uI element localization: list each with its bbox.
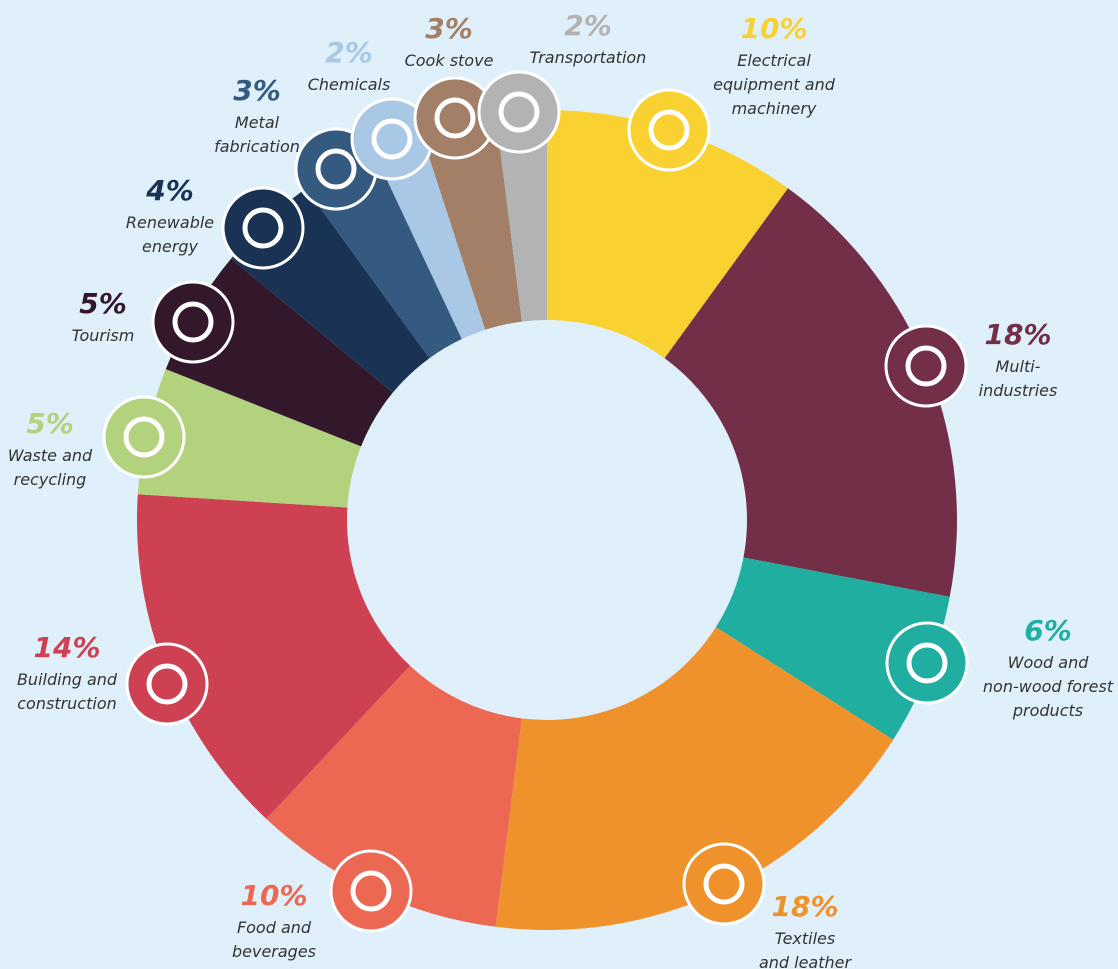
icon-glyph: [123, 416, 165, 458]
slice: [495, 110, 547, 322]
icon-glyph: [350, 870, 392, 912]
icon-badge: [151, 280, 235, 364]
icon-glyph: [146, 663, 188, 705]
icon-glyph: [434, 97, 476, 139]
category-label: Food and beverages: [232, 918, 316, 961]
category-label: Wood and non-wood forest products: [983, 653, 1114, 720]
category-label: Electrical equipment and machinery: [713, 51, 836, 118]
category-label: Cook stove: [405, 51, 494, 70]
icon-glyph: [906, 642, 948, 684]
icon-badge: [477, 70, 561, 154]
category-label: Tourism: [72, 326, 135, 345]
value-label: 18%: [771, 890, 838, 923]
slice: [547, 110, 788, 359]
value-label: 2%: [564, 9, 612, 42]
slice: [137, 369, 362, 508]
icon-badge: [102, 395, 186, 479]
category-label: Multi-industries: [979, 357, 1058, 400]
value-label: 18%: [984, 318, 1051, 351]
slice: [495, 627, 894, 930]
slice: [136, 494, 411, 819]
icon-glyph: [648, 109, 690, 151]
slice: [372, 130, 486, 340]
value-label: 3%: [233, 74, 281, 107]
value-label: 4%: [145, 174, 194, 207]
icon-badge: [884, 324, 968, 408]
value-label: 6%: [1024, 614, 1072, 647]
icon-glyph: [703, 863, 745, 905]
value-label: 3%: [425, 12, 473, 45]
icon-glyph: [498, 91, 540, 133]
category-label: Transportation: [530, 48, 647, 67]
icon-badge: [682, 842, 766, 926]
category-label: Textiles and leather: [759, 929, 853, 969]
value-label: 5%: [79, 287, 127, 320]
slice: [664, 188, 957, 597]
value-label: 10%: [240, 879, 307, 912]
icon-badge: [627, 88, 711, 172]
value-label: 14%: [33, 631, 100, 664]
value-label: 10%: [740, 12, 807, 45]
slice: [266, 665, 522, 927]
category-label: Building and construction: [17, 670, 118, 713]
icon-badge: [329, 849, 413, 933]
icon-badge: [885, 621, 969, 705]
slice: [420, 113, 522, 330]
slice: [715, 557, 950, 740]
icon-glyph: [905, 345, 947, 387]
value-label: 2%: [325, 36, 373, 69]
category-label: Chemicals: [308, 75, 391, 94]
icon-badge: [125, 642, 209, 726]
icon-glyph: [172, 301, 214, 343]
category-label: Metal fabrication: [214, 113, 300, 156]
icon-glyph: [371, 118, 413, 160]
slices: [136, 110, 957, 930]
category-label: Renewable energy: [126, 213, 214, 256]
icon-glyph: [315, 148, 357, 190]
value-label: 5%: [26, 407, 74, 440]
icon-badge: [221, 186, 305, 270]
icon-glyph: [242, 207, 284, 249]
category-label: Waste and recycling: [8, 446, 93, 489]
